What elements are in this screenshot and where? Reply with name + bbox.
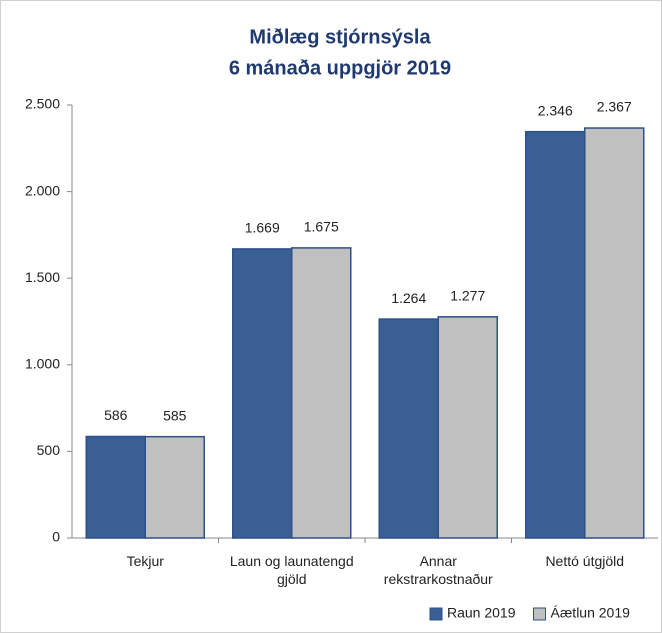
value-label: 2.367 — [597, 99, 632, 115]
y-tick-label: 0 — [52, 529, 60, 545]
x-tick-label: Tekjur — [126, 553, 164, 569]
y-tick-label: 1.500 — [25, 269, 60, 285]
value-label: 585 — [163, 407, 187, 423]
bar — [232, 248, 293, 539]
value-label: 1.264 — [391, 290, 426, 306]
value-label: 1.277 — [450, 288, 485, 304]
value-label: 1.669 — [245, 220, 280, 236]
bar — [144, 435, 205, 539]
bar — [85, 435, 146, 539]
value-label: 586 — [104, 407, 128, 423]
bar — [584, 127, 645, 539]
bar — [525, 130, 586, 539]
x-tick-label: Laun og launatengd gjöld — [229, 553, 354, 587]
x-tick-label: Nettó útgjöld — [545, 553, 625, 569]
bar — [437, 316, 498, 539]
legend-swatch — [533, 607, 547, 621]
y-tick-label: 500 — [37, 442, 61, 458]
y-tick-label: 2.000 — [25, 182, 60, 198]
bar — [291, 247, 352, 539]
y-tick-label: 2.500 — [25, 96, 60, 112]
value-label: 1.675 — [304, 219, 339, 235]
legend-label: Raun 2019 — [447, 605, 516, 621]
bar — [378, 318, 439, 539]
legend-swatch — [429, 607, 443, 621]
chart-subtitle: 6 mánaða uppgjör 2019 — [229, 57, 451, 79]
y-tick-label: 1.000 — [25, 356, 60, 372]
chart-title: Miðlæg stjórnsýsla — [249, 26, 431, 48]
legend-label: Áætlun 2019 — [551, 605, 631, 621]
x-tick-label: Annar rekstrarkostnaður — [383, 553, 493, 587]
value-label: 2.346 — [538, 102, 573, 118]
